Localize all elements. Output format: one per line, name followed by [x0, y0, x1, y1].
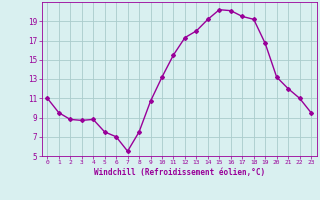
X-axis label: Windchill (Refroidissement éolien,°C): Windchill (Refroidissement éolien,°C)	[94, 168, 265, 177]
